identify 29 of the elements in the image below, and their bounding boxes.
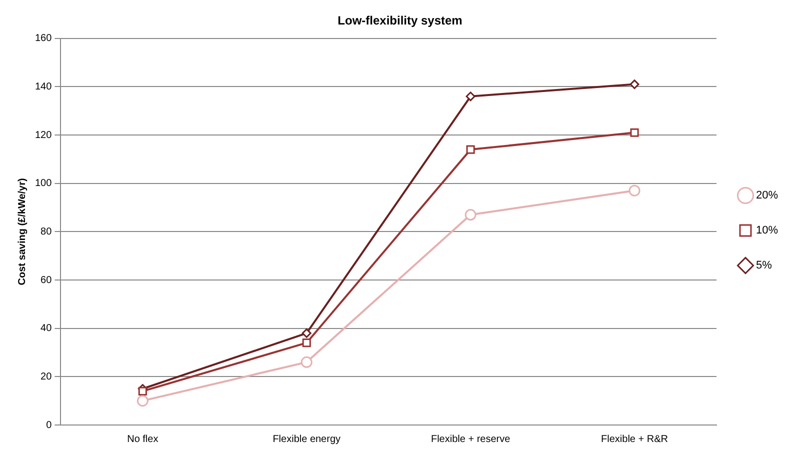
point xyxy=(300,356,312,368)
x-tick-label: Flexible + R&R xyxy=(601,434,668,445)
legend-label: 5% xyxy=(756,260,772,272)
point xyxy=(302,328,312,338)
point xyxy=(464,209,476,221)
y-tick-label: 120 xyxy=(34,130,52,141)
point xyxy=(466,92,476,102)
point xyxy=(136,395,148,407)
legend-label: 10% xyxy=(756,224,778,237)
y-tick-label: 100 xyxy=(34,178,52,190)
y-tick-label: 20 xyxy=(40,371,52,382)
point xyxy=(138,386,147,396)
y-tick-label: 0 xyxy=(46,420,52,431)
point xyxy=(630,80,640,90)
point xyxy=(630,128,639,137)
y-tick-label: 40 xyxy=(40,323,52,334)
y-tick-label: 140 xyxy=(34,81,52,92)
x-tick-label: No flex xyxy=(127,434,158,445)
point xyxy=(628,184,640,196)
point xyxy=(466,145,475,154)
point xyxy=(302,338,311,348)
y-tick-label: 80 xyxy=(40,226,52,238)
chart-title: Low-flexibility system xyxy=(338,14,462,28)
y-tick-label: 160 xyxy=(34,33,52,44)
y-axis-title: Cost saving (£/kWe/yr) xyxy=(16,178,28,286)
x-tick-label: Flexible energy xyxy=(272,434,341,445)
y-tick-label: 60 xyxy=(40,274,52,286)
legend-label: 20% xyxy=(756,190,778,202)
x-tick-label: Flexible + reserve xyxy=(430,434,511,445)
